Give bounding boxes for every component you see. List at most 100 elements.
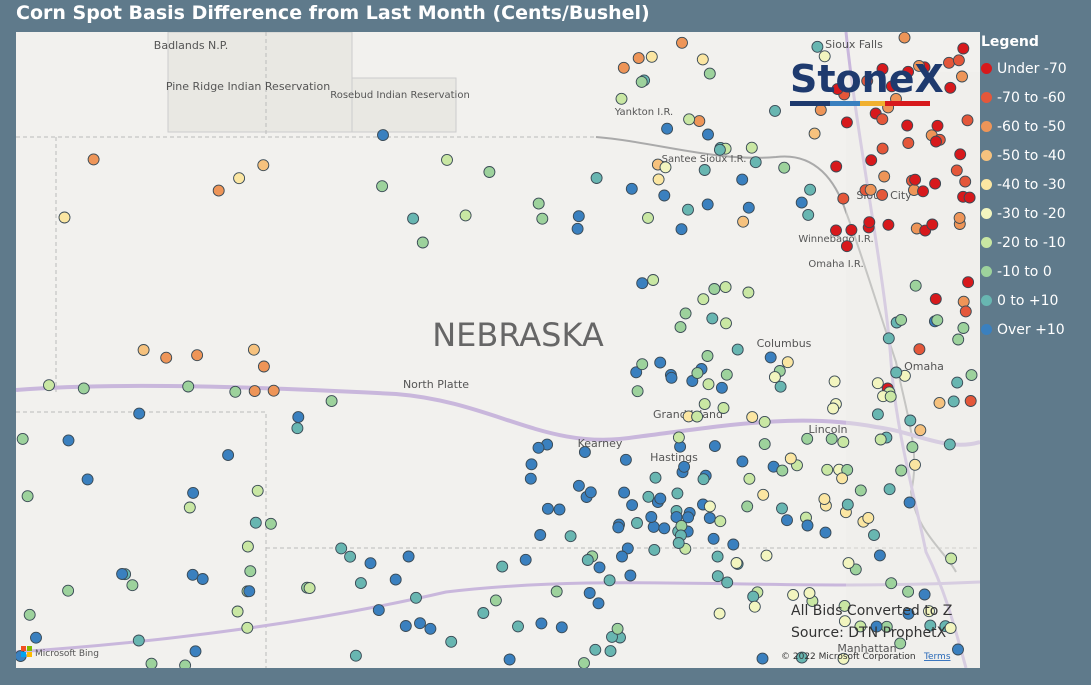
site-marker[interactable]	[703, 67, 716, 80]
site-marker[interactable]	[902, 137, 915, 149]
site-marker[interactable]	[116, 568, 129, 580]
site-marker[interactable]	[825, 432, 838, 445]
site-marker[interactable]	[837, 652, 850, 665]
site-marker[interactable]	[592, 597, 605, 610]
site-marker[interactable]	[257, 159, 270, 172]
site-marker[interactable]	[191, 349, 204, 362]
site-marker[interactable]	[649, 471, 662, 484]
site-marker[interactable]	[902, 65, 915, 78]
site-marker[interactable]	[758, 438, 771, 451]
site-marker[interactable]	[840, 116, 853, 129]
site-marker[interactable]	[956, 70, 968, 83]
site-marker[interactable]	[572, 479, 585, 492]
site-marker[interactable]	[861, 74, 874, 87]
site-marker[interactable]	[682, 203, 694, 216]
site-marker[interactable]	[703, 512, 716, 524]
site-marker[interactable]	[769, 104, 781, 117]
site-marker[interactable]	[248, 385, 261, 398]
site-marker[interactable]	[658, 189, 671, 202]
site-marker[interactable]	[781, 514, 793, 527]
site-marker[interactable]	[611, 622, 624, 635]
site-marker[interactable]	[830, 224, 842, 237]
site-marker[interactable]	[132, 634, 145, 647]
site-marker[interactable]	[693, 115, 706, 128]
site-marker[interactable]	[774, 380, 787, 393]
legend-item[interactable]: -10 to 0	[981, 257, 1089, 286]
site-marker[interactable]	[626, 499, 639, 512]
site-marker[interactable]	[931, 314, 944, 327]
site-marker[interactable]	[913, 59, 925, 72]
site-marker[interactable]	[838, 615, 851, 628]
site-marker[interactable]	[904, 414, 917, 427]
site-marker[interactable]	[183, 501, 196, 514]
site-marker[interactable]	[630, 366, 643, 379]
site-marker[interactable]	[885, 80, 898, 93]
site-marker[interactable]	[865, 154, 878, 167]
site-marker[interactable]	[354, 577, 367, 590]
site-marker[interactable]	[292, 411, 305, 424]
site-marker[interactable]	[642, 211, 654, 224]
site-marker[interactable]	[764, 351, 777, 364]
site-marker[interactable]	[702, 378, 715, 391]
site-marker[interactable]	[845, 224, 858, 236]
site-marker[interactable]	[854, 620, 867, 633]
site-marker[interactable]	[746, 411, 759, 424]
site-marker[interactable]	[625, 182, 638, 195]
site-marker[interactable]	[784, 452, 797, 465]
site-marker[interactable]	[720, 368, 733, 381]
site-marker[interactable]	[617, 61, 630, 74]
site-marker[interactable]	[715, 381, 728, 394]
site-marker[interactable]	[944, 622, 957, 634]
site-marker[interactable]	[182, 380, 195, 393]
site-marker[interactable]	[683, 113, 696, 126]
site-marker[interactable]	[876, 188, 889, 201]
legend-item[interactable]: Under -70	[981, 54, 1089, 83]
legend-item[interactable]: -40 to -30	[981, 170, 1089, 199]
site-marker[interactable]	[698, 398, 711, 411]
site-marker[interactable]	[930, 135, 942, 148]
site-marker[interactable]	[578, 657, 590, 668]
site-marker[interactable]	[679, 307, 692, 320]
site-marker[interactable]	[244, 565, 257, 578]
site-marker[interactable]	[603, 574, 616, 587]
site-marker[interactable]	[402, 550, 415, 563]
site-marker[interactable]	[871, 408, 884, 421]
site-marker[interactable]	[903, 496, 916, 509]
site-marker[interactable]	[713, 143, 726, 156]
site-marker[interactable]	[604, 645, 617, 658]
site-marker[interactable]	[532, 441, 545, 454]
site-marker[interactable]	[445, 635, 458, 648]
site-marker[interactable]	[496, 560, 509, 573]
site-marker[interactable]	[407, 212, 420, 225]
site-marker[interactable]	[838, 599, 851, 612]
site-marker[interactable]	[760, 549, 773, 562]
site-marker[interactable]	[720, 317, 732, 330]
legend-item[interactable]: 0 to +10	[981, 286, 1089, 315]
site-marker[interactable]	[524, 472, 537, 485]
site-marker[interactable]	[882, 332, 895, 345]
site-marker[interactable]	[665, 371, 678, 384]
site-marker[interactable]	[489, 594, 502, 607]
site-marker[interactable]	[645, 511, 658, 523]
site-marker[interactable]	[87, 153, 100, 166]
site-marker[interactable]	[541, 502, 554, 515]
site-marker[interactable]	[828, 375, 841, 388]
site-marker[interactable]	[756, 652, 769, 665]
site-marker[interactable]	[884, 390, 897, 403]
site-marker[interactable]	[631, 517, 643, 529]
site-marker[interactable]	[414, 617, 426, 630]
site-marker[interactable]	[251, 484, 264, 497]
site-marker[interactable]	[841, 498, 854, 511]
site-marker[interactable]	[535, 617, 548, 630]
site-marker[interactable]	[962, 276, 975, 289]
site-marker[interactable]	[696, 53, 709, 66]
site-marker[interactable]	[43, 379, 55, 392]
site-marker[interactable]	[410, 591, 422, 604]
site-marker[interactable]	[571, 222, 584, 235]
site-marker[interactable]	[77, 382, 90, 395]
site-marker[interactable]	[814, 104, 827, 116]
site-marker[interactable]	[840, 240, 853, 253]
site-marker[interactable]	[241, 621, 254, 634]
site-marker[interactable]	[23, 608, 36, 621]
site-marker[interactable]	[647, 520, 660, 533]
